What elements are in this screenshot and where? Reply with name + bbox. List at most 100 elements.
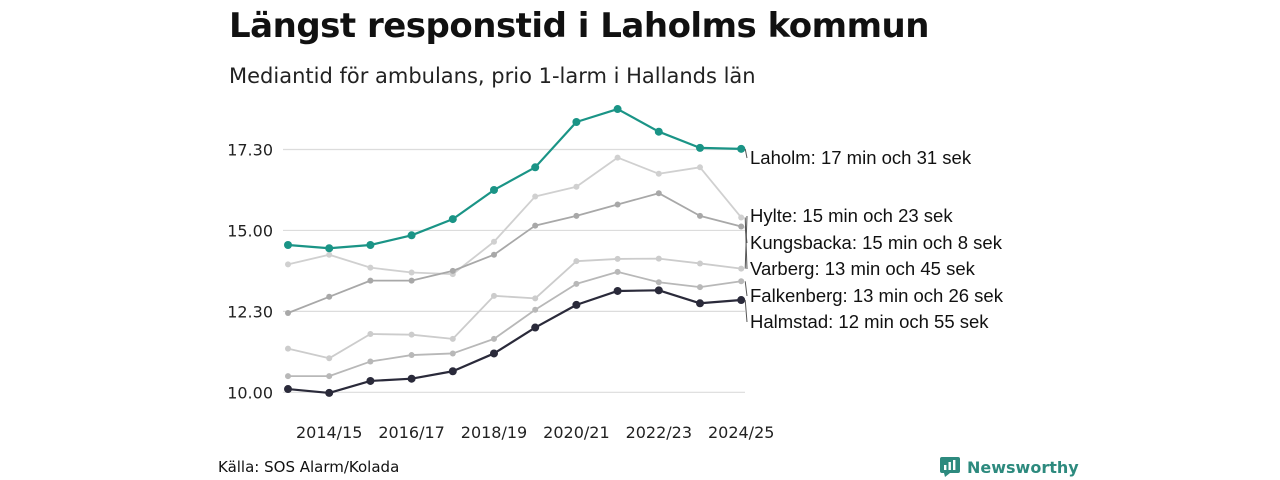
data-point-laholm[interactable] [448,215,457,224]
label-connector-falkenberg [744,281,748,297]
data-point-varberg[interactable] [614,154,621,161]
data-point-laholm[interactable] [366,241,375,249]
brand-name: Newsworthy [967,457,1079,477]
data-point-hylte[interactable] [573,258,580,265]
data-point-halmstad[interactable] [737,296,746,305]
data-point-halmstad[interactable] [572,300,581,309]
data-point-varberg[interactable] [408,269,415,276]
data-point-halmstad[interactable] [696,299,704,308]
data-point-hylte[interactable] [491,292,497,299]
data-point-varberg[interactable] [697,164,703,171]
data-point-halmstad[interactable] [654,286,663,295]
y-axis-tick-labels: 10.00 12.30 15.00 17.30 [227,141,273,403]
data-point-hylte[interactable] [532,295,539,302]
source-note: Källa: SOS Alarm/Kolada [218,458,400,476]
data-point-falkenberg[interactable] [367,358,374,365]
data-point-kungsbacka[interactable] [326,293,333,300]
label-connector-varberg [744,217,748,270]
data-point-laholm[interactable] [654,127,663,136]
data-point-varberg[interactable] [532,193,539,200]
gridlines [283,148,745,393]
data-point-falkenberg[interactable] [326,373,333,380]
data-point-falkenberg[interactable] [697,284,703,291]
x-axis-tick-labels: 2014/15 2016/17 2018/19 2020/21 2022/23 2024/… [296,423,774,442]
data-point-falkenberg[interactable] [491,335,497,342]
label-connector-laholm [744,148,748,159]
data-point-varberg[interactable] [367,264,374,271]
data-point-hylte[interactable] [367,331,374,338]
data-point-varberg[interactable] [491,238,497,245]
data-point-varberg[interactable] [738,214,745,221]
brand-logo[interactable]: Newsworthy [939,456,1079,478]
newsworthy-logo-icon [940,457,960,477]
data-point-falkenberg[interactable] [614,268,621,275]
data-point-laholm[interactable] [613,105,622,114]
data-point-halmstad[interactable] [613,286,622,295]
data-point-varberg[interactable] [285,261,291,268]
data-point-laholm[interactable] [325,244,334,253]
data-point-varberg[interactable] [655,170,662,177]
data-point-falkenberg[interactable] [655,279,662,286]
data-point-hylte[interactable] [408,331,415,338]
label-connector-kungsbacka [744,226,748,244]
series-label-falkenberg: Falkenberg: 13 min och 26 sek [750,285,1004,306]
data-point-halmstad[interactable] [407,374,416,383]
data-point-varberg[interactable] [326,251,333,258]
data-point-kungsbacka[interactable] [655,190,662,197]
data-point-halmstad[interactable] [531,323,540,332]
data-point-kungsbacka[interactable] [491,251,497,258]
x-tick-label: 2022/23 [626,423,692,442]
x-tick-label: 2018/19 [461,423,527,442]
series-line-kungsbacka [287,192,742,314]
data-point-hylte[interactable] [697,260,703,267]
data-point-hylte[interactable] [449,335,456,342]
data-point-laholm[interactable] [531,163,540,172]
data-point-kungsbacka[interactable] [532,222,539,229]
data-point-hylte[interactable] [655,255,662,262]
data-point-laholm[interactable] [490,185,498,194]
data-point-kungsbacka[interactable] [738,223,745,230]
series-kungsbacka [285,190,745,316]
data-point-falkenberg[interactable] [408,352,415,359]
data-point-falkenberg[interactable] [449,350,456,357]
data-point-kungsbacka[interactable] [285,309,291,316]
series-halmstad [284,286,746,397]
data-point-falkenberg[interactable] [532,306,539,313]
series-label-halmstad: Halmstad: 12 min och 55 sek [750,311,989,332]
data-point-kungsbacka[interactable] [573,212,580,219]
series-line-hylte [287,257,742,360]
series-label-laholm: Laholm: 17 min och 31 sek [750,147,972,168]
data-point-kungsbacka[interactable] [697,212,703,219]
series-line-falkenberg [288,270,742,378]
data-point-halmstad[interactable] [448,367,457,376]
series-falkenberg [285,268,745,380]
data-point-varberg[interactable] [573,183,580,190]
x-tick-label: 2024/25 [708,423,774,442]
series-line-halmstad [287,289,742,395]
data-point-laholm[interactable] [407,231,416,240]
data-point-falkenberg[interactable] [285,373,291,380]
data-point-laholm[interactable] [696,143,704,152]
data-point-halmstad[interactable] [325,388,334,397]
data-point-laholm[interactable] [737,144,746,153]
data-point-kungsbacka[interactable] [367,277,374,284]
data-point-kungsbacka[interactable] [408,277,415,284]
data-point-laholm[interactable] [284,241,292,249]
data-point-hylte[interactable] [326,355,333,362]
data-point-halmstad[interactable] [366,376,375,385]
x-tick-label: 2020/21 [543,423,609,442]
x-tick-label: 2016/17 [378,423,444,442]
data-point-hylte[interactable] [614,255,621,262]
data-point-halmstad[interactable] [284,385,292,394]
data-point-falkenberg[interactable] [573,280,580,287]
series-hylte [285,255,745,362]
data-point-falkenberg[interactable] [738,278,745,285]
data-point-hylte[interactable] [738,265,745,272]
data-point-kungsbacka[interactable] [449,267,456,274]
data-point-kungsbacka[interactable] [614,201,621,208]
chart-title: Längst responstid i Laholms kommun [229,6,929,46]
data-point-hylte[interactable] [285,345,291,352]
y-tick-label: 10.00 [227,383,273,402]
data-point-halmstad[interactable] [490,349,498,358]
data-point-laholm[interactable] [572,117,581,126]
